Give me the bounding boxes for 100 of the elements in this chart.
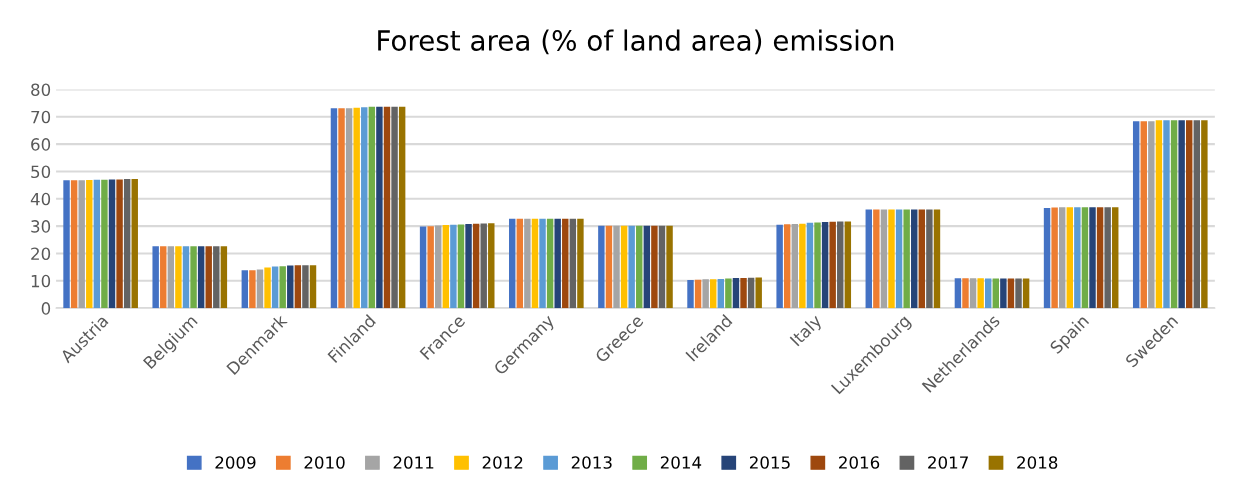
bar <box>643 225 651 309</box>
bar <box>628 225 635 309</box>
bar <box>554 218 561 309</box>
bar <box>829 221 836 309</box>
bar <box>539 218 546 309</box>
bar <box>651 225 658 309</box>
bar <box>1201 120 1208 309</box>
bar <box>837 221 844 309</box>
legend-label: 2009 <box>215 456 256 469</box>
bar <box>888 209 895 309</box>
bar <box>383 106 391 309</box>
bar <box>1155 120 1163 309</box>
bar <box>190 246 197 309</box>
bar <box>605 225 613 309</box>
bar <box>873 209 880 309</box>
bar <box>1074 207 1081 309</box>
bar <box>353 107 360 309</box>
bar <box>717 278 725 309</box>
bar <box>1186 120 1193 309</box>
bar <box>1015 278 1022 309</box>
y-tick-label: 10 <box>31 274 51 288</box>
bar <box>613 225 620 309</box>
bar <box>361 107 368 309</box>
bar <box>116 179 123 309</box>
bar <box>636 225 643 309</box>
legend-label: 2012 <box>482 456 523 469</box>
bar <box>926 209 933 309</box>
bar <box>175 246 182 309</box>
bar <box>419 226 427 309</box>
bar <box>241 270 249 309</box>
legend-label: 2015 <box>749 456 790 469</box>
bar <box>911 209 918 309</box>
bar <box>182 246 190 309</box>
bar <box>279 266 286 309</box>
bar <box>457 224 465 309</box>
bar <box>784 224 791 309</box>
y-tick-label: 0 <box>41 302 51 315</box>
bar <box>249 270 256 309</box>
bar <box>666 225 673 309</box>
bar <box>1081 207 1089 309</box>
bar <box>338 108 345 309</box>
bar <box>213 246 220 309</box>
y-tick-label: 50 <box>31 165 51 179</box>
bar <box>598 225 605 309</box>
bar <box>86 179 93 309</box>
bar <box>1104 207 1111 309</box>
bar <box>658 225 666 309</box>
bar <box>1112 207 1119 309</box>
bar <box>70 180 78 309</box>
bar <box>747 277 755 309</box>
bar <box>1066 207 1073 309</box>
bar <box>472 223 480 309</box>
bar <box>903 209 910 309</box>
bar <box>398 106 406 309</box>
bar <box>427 226 434 309</box>
bar <box>524 218 531 309</box>
bar <box>1096 207 1104 309</box>
bar <box>287 265 294 309</box>
bar <box>954 278 962 309</box>
bar <box>895 209 903 309</box>
y-tick-label: 20 <box>31 247 51 261</box>
y-tick-label: 40 <box>30 192 51 206</box>
bar <box>755 277 762 309</box>
bar <box>740 278 747 309</box>
bar <box>345 108 353 309</box>
bar <box>368 106 376 309</box>
legend-label: 2017 <box>928 456 968 469</box>
bar <box>1022 278 1030 309</box>
bar <box>330 108 338 309</box>
bar <box>1051 207 1058 309</box>
bar <box>264 267 271 309</box>
legend-label: 2013 <box>571 456 612 469</box>
bar <box>391 106 398 309</box>
legend-label: 2014 <box>660 456 702 469</box>
bar <box>205 246 212 309</box>
bar <box>992 278 1000 309</box>
bar <box>962 278 969 309</box>
y-tick-label: 30 <box>31 220 51 233</box>
bar <box>977 278 984 309</box>
bar <box>63 180 70 309</box>
y-tick-label: 80 <box>31 83 51 97</box>
bar <box>702 279 709 309</box>
bar <box>546 218 554 309</box>
bar <box>865 209 872 309</box>
bar <box>918 209 926 309</box>
bar <box>1148 121 1155 309</box>
bar <box>562 218 569 309</box>
bar <box>814 222 821 309</box>
bar <box>569 218 577 309</box>
bar <box>725 278 732 309</box>
bar <box>1170 120 1178 309</box>
bar <box>933 209 941 309</box>
bar <box>450 224 457 309</box>
bar <box>1178 120 1185 309</box>
bar <box>160 246 167 309</box>
y-tick-label: 70 <box>31 110 51 124</box>
bar <box>220 246 228 309</box>
chart-title: Forest area (% of land area) emission <box>378 29 894 55</box>
legend-label: 2018 <box>1017 456 1058 469</box>
bar <box>1132 121 1140 309</box>
